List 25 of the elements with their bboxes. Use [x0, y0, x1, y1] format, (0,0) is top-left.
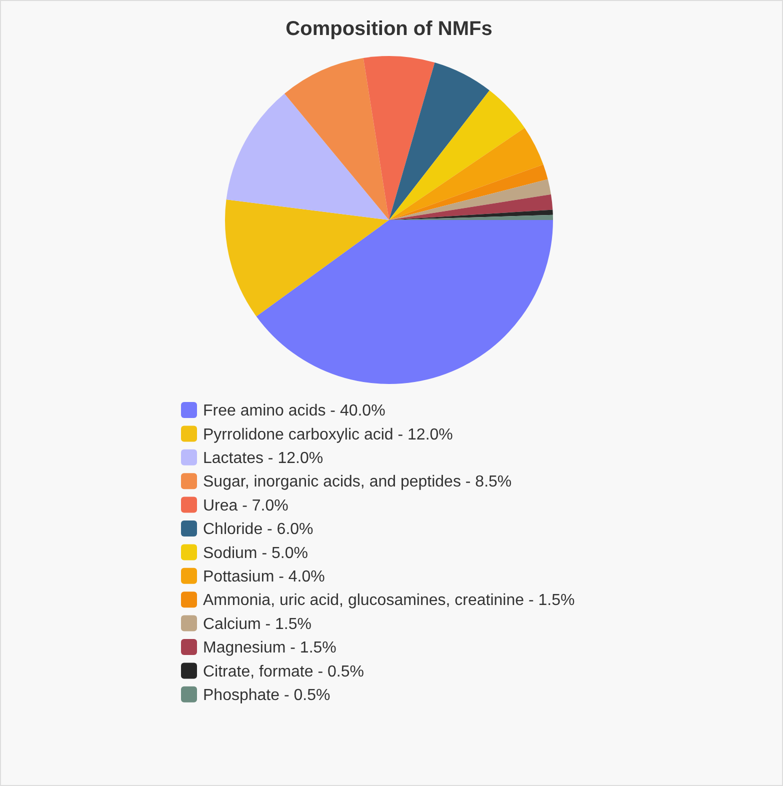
pie-slice	[389, 128, 544, 220]
legend-label: Ammonia, uric acid, glucosamines, creatinine - 1.5%	[203, 592, 575, 610]
pie-slice	[389, 164, 548, 220]
legend-label: Pyrrolidone carboxylic acid - 12.0%	[203, 426, 453, 444]
pie-slice	[226, 94, 389, 220]
pie-slice	[389, 62, 490, 220]
legend-label: Sodium - 5.0%	[203, 544, 308, 562]
pie-slice	[284, 58, 389, 220]
legend-label: Pottasium - 4.0%	[203, 568, 325, 586]
legend-label: Chloride - 6.0%	[203, 521, 314, 538]
pie-slice	[389, 194, 553, 220]
pie-slice	[363, 56, 435, 220]
chart-title: Composition of NMFs	[286, 18, 492, 40]
legend-label: Magnesium - 1.5%	[203, 640, 336, 657]
legend-label: Calcium - 1.5%	[203, 616, 312, 633]
legend-label: Sugar, inorganic acids, and peptides - 8.5%	[203, 474, 512, 491]
legend-label: Citrate, formate - 0.5%	[203, 663, 364, 680]
pie-slice	[225, 199, 389, 316]
legend-label: Urea - 7.0%	[203, 497, 288, 514]
legend-label: Free amino acids - 40.0%	[203, 402, 386, 420]
pie-slice	[389, 179, 551, 220]
legend-label: Phosphate - 0.5%	[203, 687, 330, 704]
pie-slice	[256, 220, 553, 384]
pie-slice	[389, 90, 525, 220]
legend-label: Lactates - 12.0%	[203, 450, 324, 467]
